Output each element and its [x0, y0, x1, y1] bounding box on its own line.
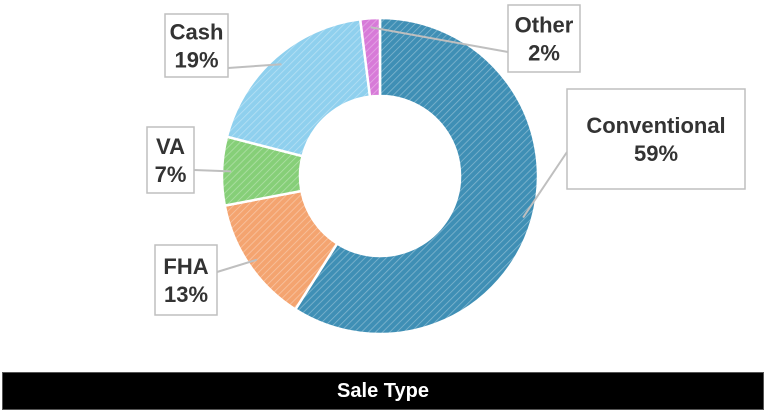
- chart-title-bar: Sale Type: [2, 372, 764, 410]
- slice-value-va: 7%: [155, 162, 187, 187]
- slice-label-cash: Cash: [170, 20, 224, 45]
- slice-texture-va: [221, 136, 303, 206]
- slice-value-conventional: 59%: [634, 141, 678, 166]
- leader-line-fha: [216, 258, 258, 273]
- callout-box-va: [146, 126, 195, 194]
- slice-label-va: VA: [156, 134, 185, 159]
- leader-line-va: [193, 169, 232, 173]
- slice-label-fha: FHA: [163, 254, 208, 279]
- callout-box-other: [507, 4, 581, 73]
- callout-box-fha: [154, 244, 218, 316]
- slice-value-fha: 13%: [164, 282, 208, 307]
- slice-value-cash: 19%: [174, 48, 218, 73]
- callout-box-conventional: [566, 88, 746, 190]
- callout-box-cash: [164, 13, 229, 78]
- callouts-group: Conventional 59% FHA 13% VA 7% Cash 19% Other 2%: [146, 4, 746, 316]
- slices-group: [220, 16, 540, 336]
- leader-line-other: [370, 26, 509, 53]
- slice-label-other: Other: [515, 13, 574, 38]
- chart-title: Sale Type: [337, 379, 429, 402]
- donut-chart: Conventional 59% FHA 13% VA 7% Cash 19% Other 2%: [146, 4, 746, 336]
- leader-line-conventional: [522, 151, 568, 219]
- slice-value-other: 2%: [528, 41, 560, 66]
- slice-label-conventional: Conventional: [586, 113, 725, 138]
- slice-texture-cash: [226, 19, 370, 157]
- slice-texture-conventional: [295, 18, 538, 334]
- slice-texture-fha: [224, 190, 338, 310]
- leader-line-cash: [227, 63, 282, 69]
- slice-texture-other: [360, 18, 380, 97]
